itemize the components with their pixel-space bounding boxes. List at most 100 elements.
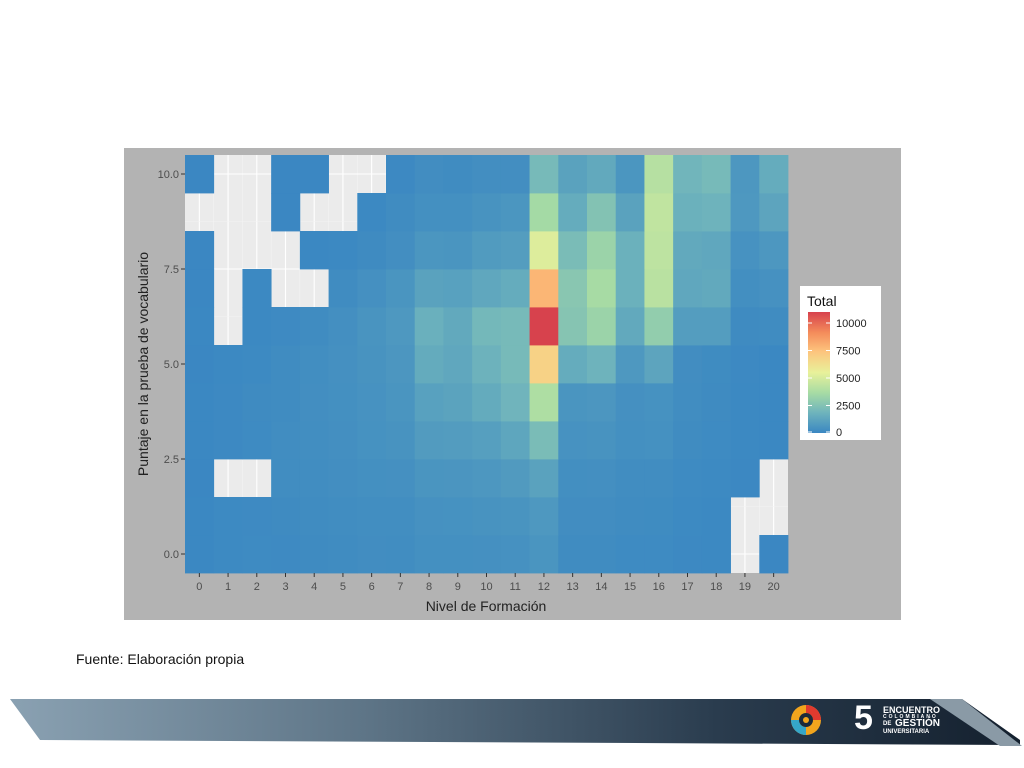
- heatmap-cell: [759, 307, 789, 346]
- heatmap-cell: [414, 231, 444, 270]
- heatmap-cell: [500, 383, 530, 422]
- heatmap-cell: [529, 193, 559, 232]
- logo-line-4: UNIVERSITARIA: [883, 729, 930, 735]
- x-tick-label: 19: [739, 581, 751, 593]
- heatmap-cell: [242, 421, 272, 460]
- heatmap-cell: [443, 535, 473, 574]
- heatmap-cell: [472, 535, 502, 574]
- heatmap-cell: [242, 307, 272, 346]
- heatmap-cell: [472, 269, 502, 308]
- logo-number: 5: [854, 699, 873, 737]
- heatmap-cell: [443, 421, 473, 460]
- legend: Total 0 2500 5000 7500 10000: [800, 286, 881, 440]
- heatmap-cell: [558, 307, 588, 346]
- x-tick-label: 9: [455, 581, 461, 593]
- heatmap-cell: [759, 193, 789, 232]
- heatmap-cell: [299, 421, 329, 460]
- y-axis-ticks: 0.0 2.5 5.0 7.5 10.0: [158, 169, 185, 561]
- heatmap-cell: [299, 231, 329, 270]
- heatmap-cell: [500, 421, 530, 460]
- heatmap-cell: [558, 155, 588, 194]
- heatmap-cell: [328, 535, 358, 574]
- heatmap-cell: [357, 345, 387, 384]
- heatmap-cell: [386, 497, 416, 536]
- heatmap-cell: [587, 459, 617, 498]
- heatmap-cell: [443, 497, 473, 536]
- heatmap-cell: [529, 345, 559, 384]
- heatmap-cell: [213, 535, 243, 574]
- heatmap-cell: [730, 459, 760, 498]
- heatmap-cell: [328, 307, 358, 346]
- heatmap-cell: [673, 269, 703, 308]
- legend-break-label: 7500: [836, 346, 860, 358]
- heatmap-cell: [759, 155, 789, 194]
- heatmap-cell: [271, 307, 301, 346]
- heatmap-cell: [357, 421, 387, 460]
- heatmap-cell: [587, 193, 617, 232]
- heatmap-cell: [328, 421, 358, 460]
- gear-icon: [791, 705, 821, 735]
- heatmap-cell: [759, 535, 789, 574]
- heatmap-cell: [328, 459, 358, 498]
- legend-colorbar: [808, 312, 830, 433]
- heatmap-cell: [615, 383, 645, 422]
- x-tick-label: 15: [624, 581, 636, 593]
- heatmap-cell: [328, 231, 358, 270]
- heatmap-cell: [472, 421, 502, 460]
- heatmap-cell: [730, 307, 760, 346]
- heatmap-cell: [185, 459, 215, 498]
- heatmap-cell: [357, 497, 387, 536]
- heatmap-cell: [701, 535, 731, 574]
- y-tick-label: 7.5: [164, 264, 179, 276]
- heatmap-cell: [587, 307, 617, 346]
- y-axis-label: Puntaje en la prueba de vocabulario: [135, 252, 151, 476]
- heatmap-cell: [414, 193, 444, 232]
- heatmap-cell: [357, 231, 387, 270]
- heatmap-cell: [587, 535, 617, 574]
- heatmap-cell: [472, 497, 502, 536]
- heatmap-cell: [644, 421, 674, 460]
- heatmap-cell: [644, 155, 674, 194]
- heatmap-cell: [759, 269, 789, 308]
- heatmap-cell: [242, 383, 272, 422]
- heatmap-cell: [500, 307, 530, 346]
- heatmap-cell: [615, 193, 645, 232]
- logo-line-2: COLOMBIANO: [883, 714, 938, 720]
- heatmap-cell: [587, 497, 617, 536]
- heatmap-cell: [730, 155, 760, 194]
- x-tick-label: 14: [595, 581, 607, 593]
- x-tick-label: 2: [254, 581, 260, 593]
- heatmap-cell: [529, 307, 559, 346]
- heatmap-cell: [730, 345, 760, 384]
- heatmap-cell: [185, 383, 215, 422]
- heatmap-cell: [386, 193, 416, 232]
- heatmap-cell: [673, 421, 703, 460]
- heatmap-cell: [386, 269, 416, 308]
- legend-break-label: 0: [836, 427, 842, 439]
- heatmap-cell: [673, 459, 703, 498]
- heatmap-cell: [386, 231, 416, 270]
- heatmap-cell: [644, 345, 674, 384]
- x-tick-label: 13: [567, 581, 579, 593]
- x-tick-label: 0: [196, 581, 202, 593]
- legend-break-label: 2500: [836, 401, 860, 413]
- heatmap-cell: [558, 345, 588, 384]
- heatmap-cell: [271, 497, 301, 536]
- heatmap-cell: [587, 421, 617, 460]
- heatmap-cell: [271, 155, 301, 194]
- heatmap-cell: [759, 345, 789, 384]
- x-axis-label: Nivel de Formación: [426, 598, 547, 614]
- heatmap-cell: [759, 421, 789, 460]
- heatmap-cell: [558, 535, 588, 574]
- heatmap-cell: [271, 345, 301, 384]
- heatmap-cell: [558, 383, 588, 422]
- heatmap-cell: [730, 421, 760, 460]
- x-tick-label: 16: [653, 581, 665, 593]
- y-tick-label: 0.0: [164, 549, 179, 561]
- heatmap-cell: [615, 345, 645, 384]
- x-tick-label: 6: [369, 581, 375, 593]
- heatmap-cell: [615, 535, 645, 574]
- heatmap-cell: [386, 345, 416, 384]
- heatmap-cell: [759, 231, 789, 270]
- heatmap-cell: [472, 345, 502, 384]
